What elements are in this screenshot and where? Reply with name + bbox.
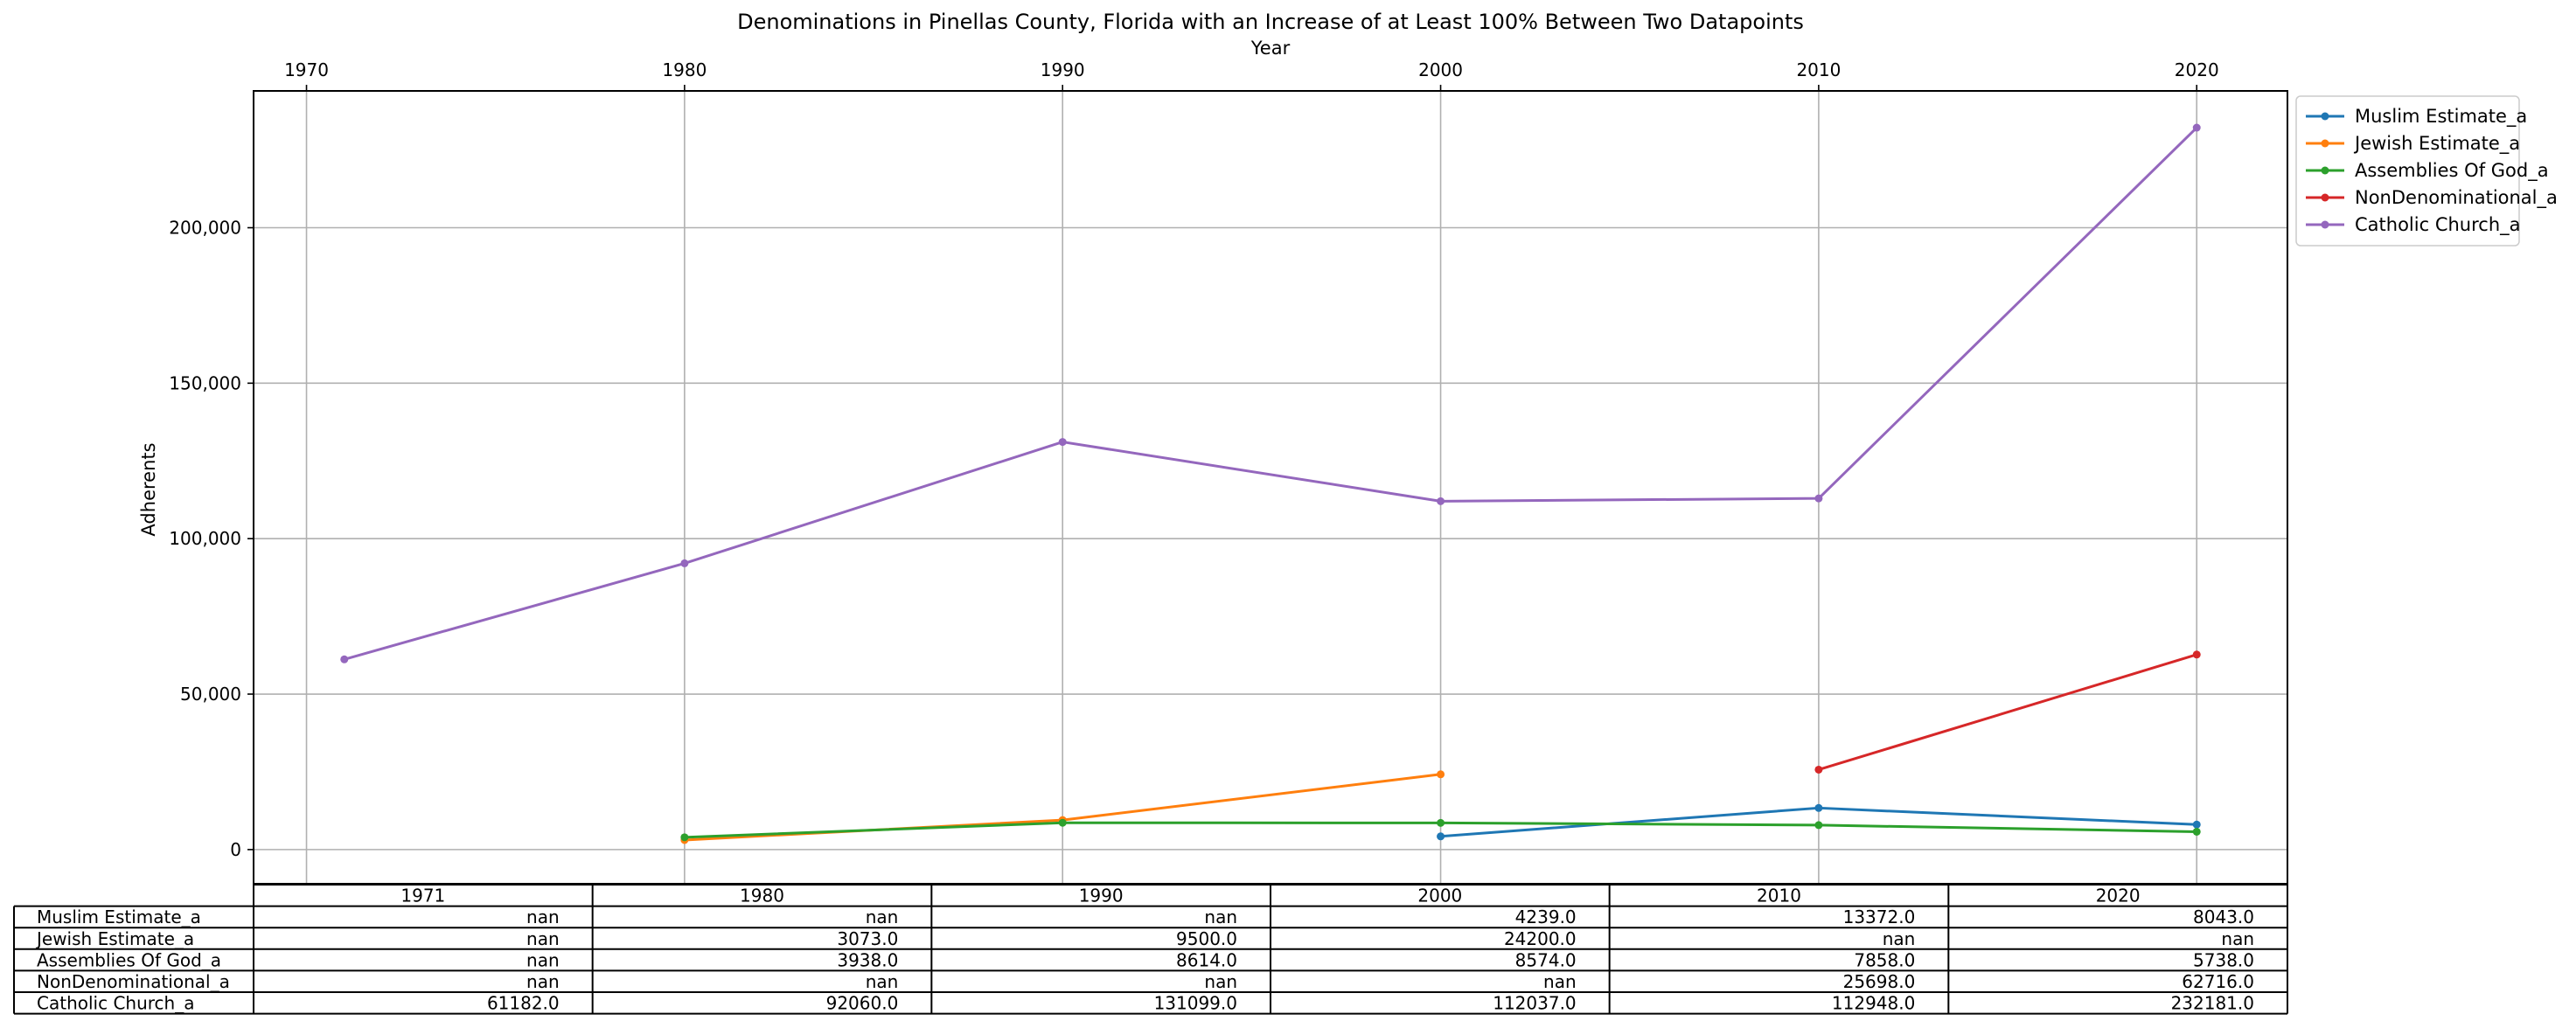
data-point	[1058, 818, 1067, 827]
data-point	[1814, 821, 1823, 830]
data-point	[2192, 820, 2201, 829]
data-point	[1437, 770, 1445, 779]
legend-swatch-marker	[2321, 193, 2329, 202]
y-tick-label: 200,000	[169, 218, 241, 239]
table-cell: 5738.0	[2193, 949, 2254, 970]
table-row-label: Assemblies Of God_a	[37, 949, 221, 970]
table-header-cell: 2020	[2096, 886, 2141, 906]
table-cell: 3073.0	[837, 928, 898, 949]
x-tick-label: 1970	[284, 59, 329, 80]
table-cell: nan	[2221, 928, 2254, 949]
table-cell: nan	[1204, 906, 1237, 927]
legend-label: Catholic Church_a	[2355, 214, 2521, 236]
y-tick-label: 150,000	[169, 372, 241, 393]
table-cell: nan	[866, 971, 899, 992]
legend: Muslim Estimate_a Jewish Estimate_a Assemb…	[2295, 95, 2558, 247]
legend-label: NonDenominational_a	[2355, 187, 2558, 209]
data-point	[680, 559, 689, 567]
table-cell: nan	[1204, 971, 1237, 992]
data-point	[340, 655, 349, 663]
data-point	[1437, 818, 1445, 827]
data-point	[1814, 803, 1823, 812]
data-point	[1058, 438, 1067, 447]
table-cell: nan	[526, 928, 560, 949]
legend-label: Assemblies Of God_a	[2355, 160, 2549, 182]
table-cell: 3938.0	[837, 949, 898, 970]
table-cell: 25698.0	[1843, 971, 1916, 992]
table-row-label: Catholic Church_a	[37, 993, 194, 1014]
table-cell: 24200.0	[1504, 928, 1577, 949]
x-tick-label: 1980	[662, 59, 707, 80]
x-axis-label: Year	[1250, 38, 1291, 59]
table-cell: 8574.0	[1515, 949, 1577, 970]
legend-swatch-marker	[2321, 139, 2329, 148]
x-tick-label: 2000	[1418, 59, 1463, 80]
data-point	[2192, 827, 2201, 836]
table-cell: 13372.0	[1843, 906, 1916, 927]
table-cell: 62716.0	[2182, 971, 2254, 992]
table-cell: 7858.0	[1854, 949, 1915, 970]
y-tick-label: 0	[230, 839, 241, 860]
data-point	[680, 833, 689, 842]
grid-lines	[254, 91, 2287, 884]
table-cell: nan	[526, 949, 560, 970]
data-point	[2192, 123, 2201, 132]
table-cell: 8043.0	[2193, 906, 2254, 927]
legend-label: Muslim Estimate_a	[2355, 106, 2527, 128]
data-point	[1814, 765, 1823, 774]
table-cell: nan	[866, 906, 899, 927]
table-cell: 112948.0	[1832, 993, 1915, 1014]
table-cell: 8614.0	[1176, 949, 1237, 970]
table-cell: 61182.0	[487, 993, 560, 1014]
table-cell: 9500.0	[1176, 928, 1237, 949]
data-point	[2192, 650, 2201, 659]
y-tick-label: 100,000	[169, 528, 241, 549]
table-cell: nan	[1543, 971, 1577, 992]
table-cell: 232181.0	[2171, 993, 2254, 1014]
table-header-cell: 2000	[1417, 886, 1462, 906]
table-cell: nan	[1883, 928, 1916, 949]
data-point	[1437, 497, 1445, 505]
legend-label: Jewish Estimate_a	[2353, 133, 2520, 155]
table-row-label: Muslim Estimate_a	[37, 906, 201, 927]
table-cell: 112037.0	[1493, 993, 1576, 1014]
data-point	[1814, 494, 1823, 503]
y-axis-label: Adherents	[138, 442, 159, 536]
table-cell: 131099.0	[1154, 993, 1237, 1014]
legend-swatch-marker	[2321, 220, 2329, 229]
data-table: 1971 1980 1990 2000 2010 2020 Muslim Estimate_…	[13, 884, 2288, 1015]
table-cell: nan	[526, 971, 560, 992]
table-header-cell: 1971	[400, 886, 445, 906]
x-tick-label: 1990	[1041, 59, 1085, 80]
legend-swatch-marker	[2321, 166, 2329, 175]
x-tick-label: 2020	[2175, 59, 2219, 80]
chart-title: Denominations in Pinellas County, Florid…	[737, 10, 1804, 34]
table-cell: 4239.0	[1515, 906, 1577, 927]
table-row-label: NonDenominational_a	[37, 971, 230, 992]
series-lines	[340, 123, 2201, 844]
legend-frame	[2295, 95, 2520, 247]
y-tick-label: 50,000	[180, 684, 241, 705]
table-header-cell: 1990	[1079, 886, 1124, 906]
table-row-label: Jewish Estimate_a	[35, 928, 194, 949]
plot-frame	[253, 90, 2288, 885]
data-point	[1437, 832, 1445, 841]
x-tick-label: 2010	[1796, 59, 1841, 80]
series-line	[344, 126, 2198, 661]
axis-ticks: 1970 1980 1990 2000 2010 2020 0 50,000 100,000 15…	[169, 59, 2218, 860]
table-cell: 92060.0	[826, 993, 899, 1014]
legend-swatch-marker	[2321, 112, 2329, 121]
table-header-cell: 1980	[740, 886, 784, 906]
table-header-cell: 2010	[1757, 886, 1801, 906]
series-line	[1818, 653, 2197, 771]
table-cell: nan	[526, 906, 560, 927]
